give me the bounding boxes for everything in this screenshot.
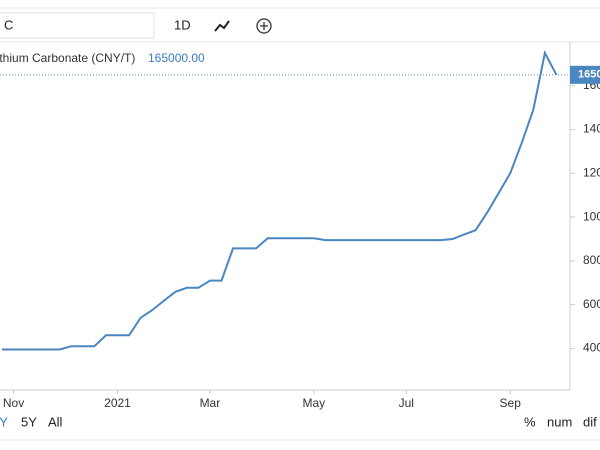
compare-plus <box>260 22 268 30</box>
scale-mode-button[interactable]: % <box>524 414 536 429</box>
last-price-tag-text: 165000 <box>578 69 600 81</box>
y-tick-label: 120000 <box>583 165 600 179</box>
y-tick-label: 40000 <box>583 341 600 355</box>
range-button[interactable]: 1Y <box>0 414 8 429</box>
x-tick-label: Sep <box>500 396 522 410</box>
price-line <box>2 49 558 351</box>
interval-button[interactable]: 1D <box>174 17 191 32</box>
symbol-search[interactable] <box>0 12 155 39</box>
x-tick-label: Mar <box>200 396 221 410</box>
symbol-text[interactable]: C <box>4 17 13 32</box>
scale-mode-button[interactable]: dif <box>583 414 597 429</box>
last-price-tag <box>570 65 600 84</box>
y-tick-label: 60000 <box>583 297 600 311</box>
range-button[interactable]: 5Y <box>21 414 37 429</box>
y-tick-label: 100000 <box>583 209 600 223</box>
y-tick-label: 80000 <box>583 253 600 267</box>
x-tick-label: Jul <box>399 396 414 410</box>
x-tick-label: Nov <box>3 396 24 410</box>
scale-mode-button[interactable]: num <box>547 414 572 429</box>
y-tick-label: 140000 <box>583 122 600 136</box>
last-value-label: 165000.00 <box>148 51 205 65</box>
x-tick-label: May <box>303 396 326 410</box>
compare-icon[interactable] <box>256 18 272 34</box>
range-button[interactable]: All <box>48 414 63 429</box>
x-tick-label: 2021 <box>104 396 131 410</box>
chart-title: Lithium Carbonate (CNY/T) <box>0 51 135 65</box>
chart-style-icon[interactable] <box>214 20 230 32</box>
